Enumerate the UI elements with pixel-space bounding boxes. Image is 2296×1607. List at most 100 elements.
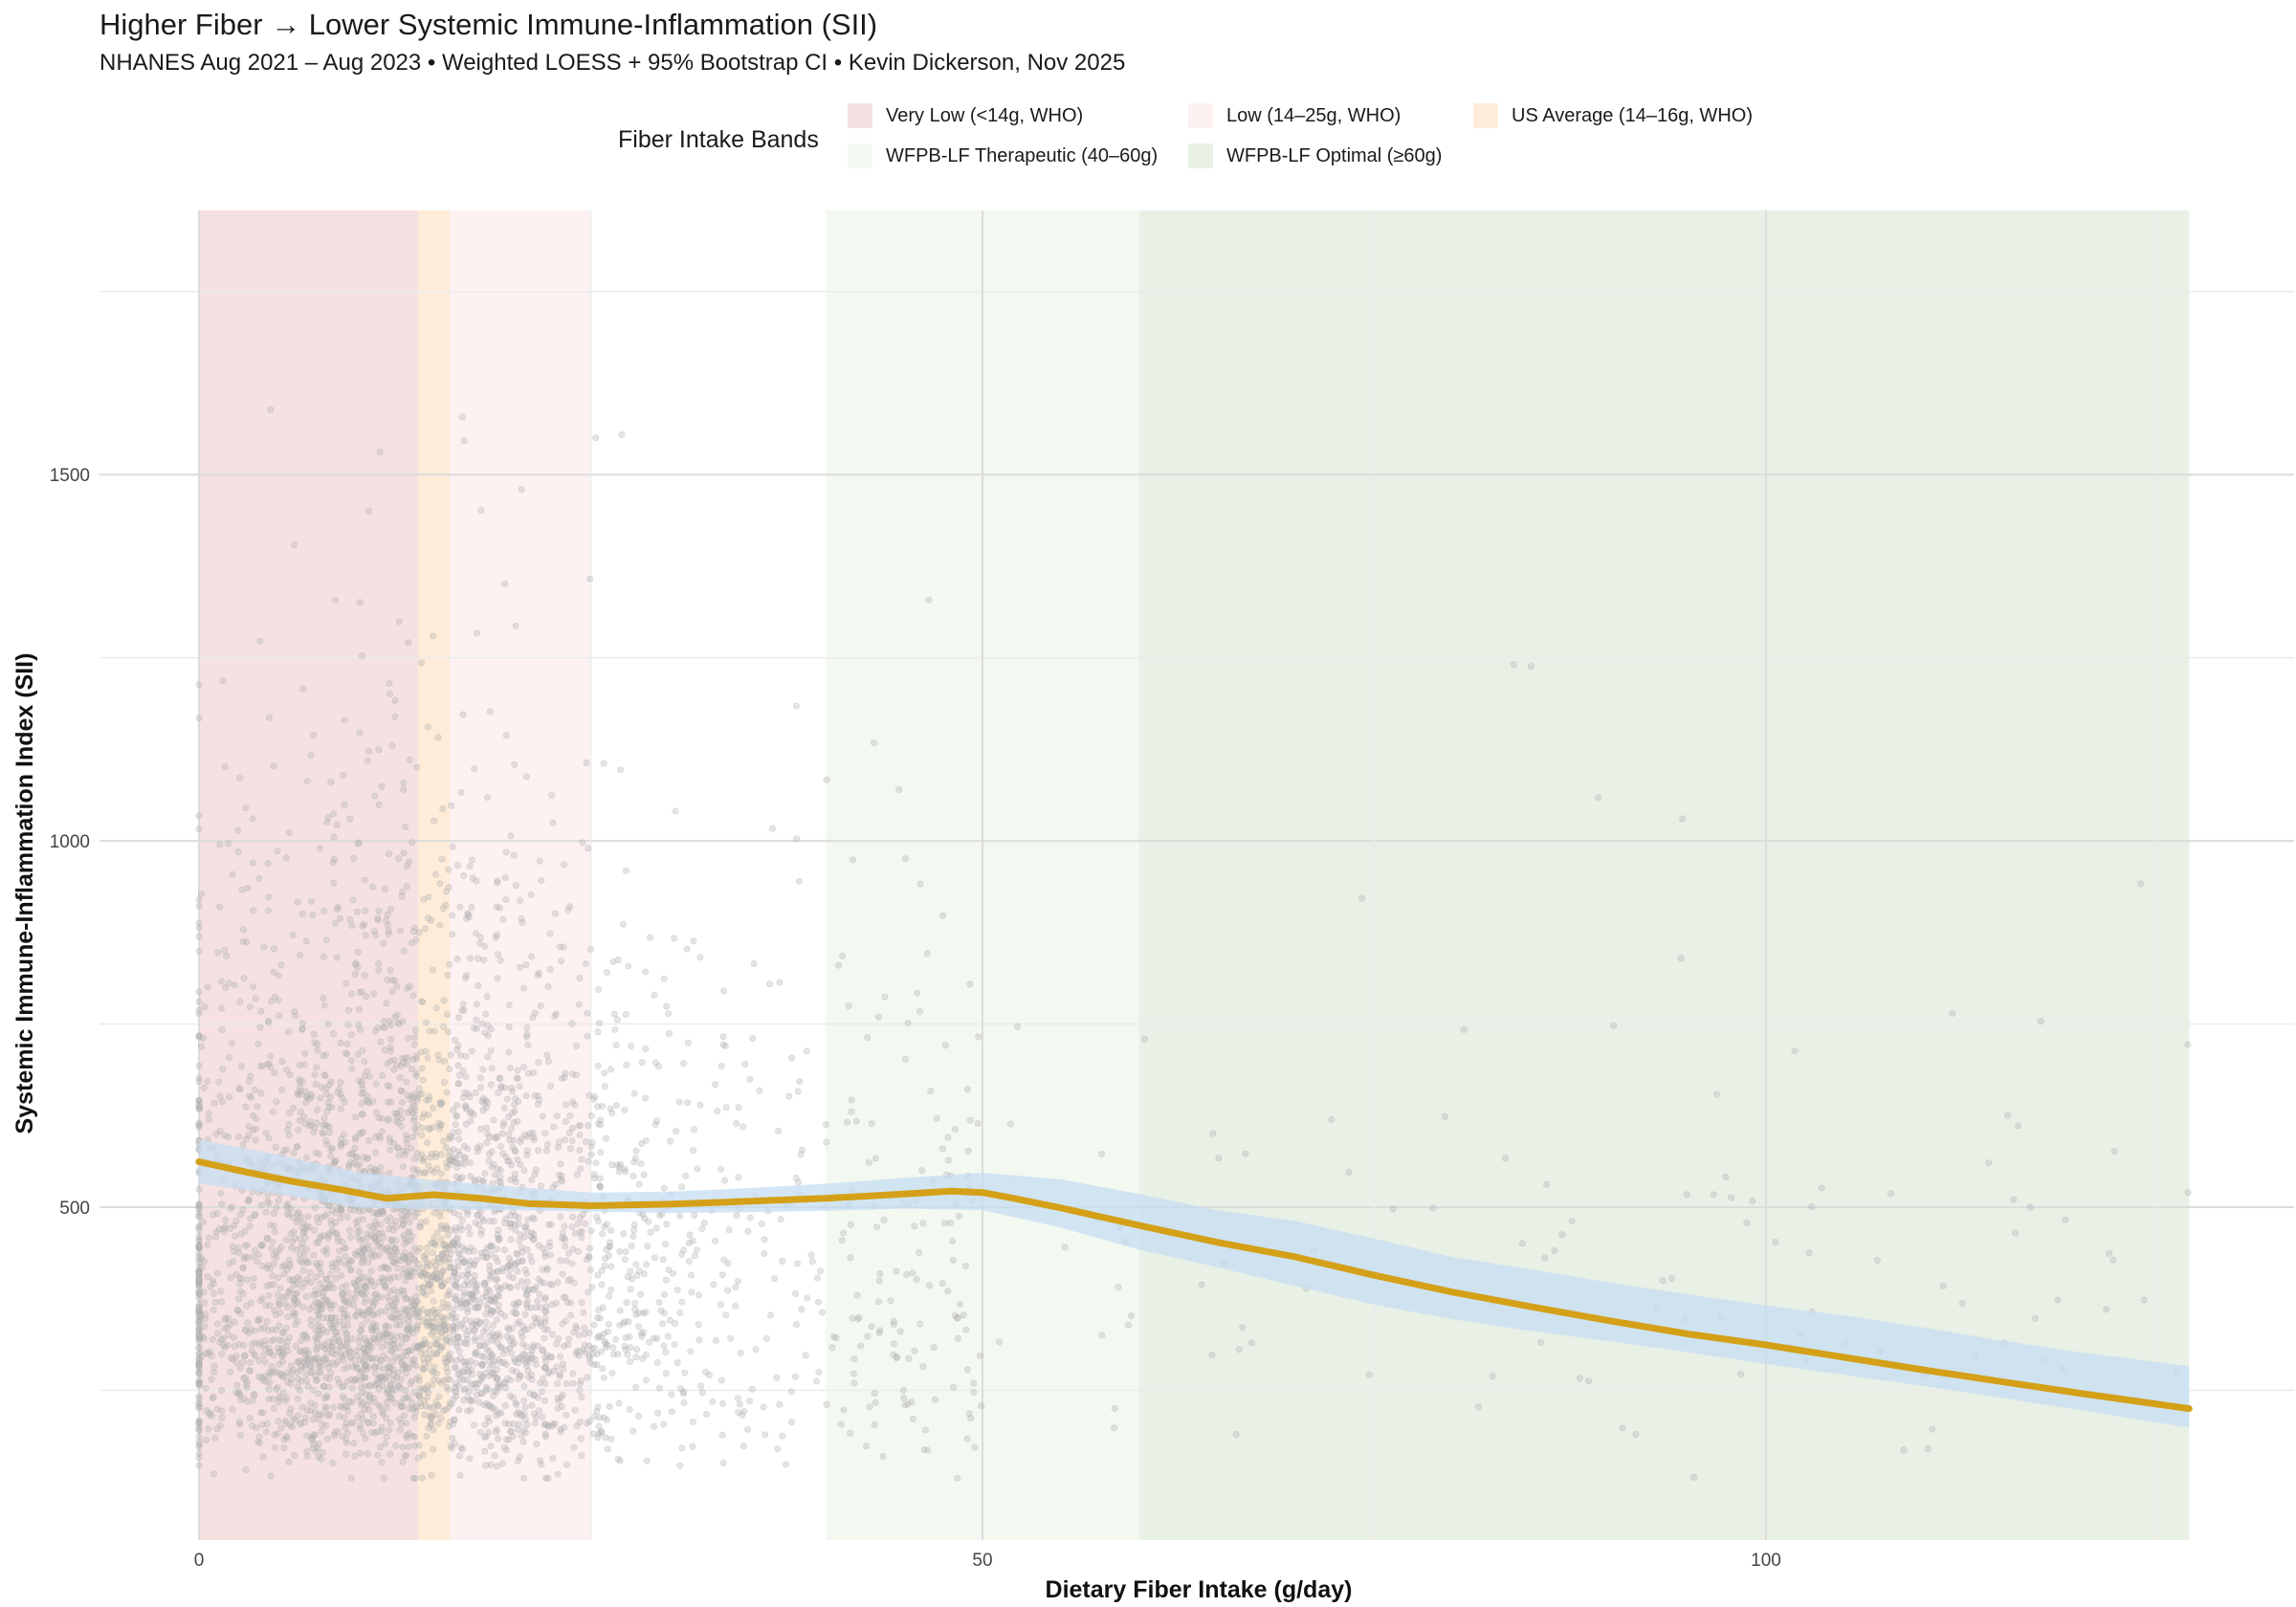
scatter-point bbox=[541, 1314, 549, 1322]
scatter-point bbox=[204, 1077, 211, 1086]
scatter-point bbox=[218, 1098, 226, 1106]
scatter-point bbox=[343, 1213, 352, 1221]
scatter-point bbox=[205, 1410, 213, 1418]
scatter-point bbox=[557, 1176, 564, 1184]
scatter-point bbox=[282, 854, 290, 862]
scatter-point bbox=[531, 1009, 540, 1017]
scatter-point bbox=[389, 1287, 398, 1294]
scatter-point bbox=[363, 1366, 370, 1374]
scatter-point bbox=[394, 1144, 402, 1152]
scatter-point bbox=[501, 873, 509, 882]
scatter-point bbox=[364, 1420, 372, 1427]
scatter-point bbox=[461, 1385, 469, 1393]
scatter-point bbox=[523, 1304, 531, 1311]
scatter-point bbox=[370, 1283, 378, 1290]
scatter-point bbox=[456, 1298, 464, 1307]
scatter-point bbox=[455, 1406, 463, 1414]
scatter-point bbox=[399, 1458, 407, 1465]
scatter-point bbox=[627, 1357, 634, 1365]
scatter-point bbox=[568, 1098, 577, 1106]
scatter-point bbox=[403, 1432, 410, 1440]
scatter-point bbox=[612, 1042, 620, 1049]
scatter-point bbox=[486, 708, 494, 715]
scatter-point bbox=[195, 681, 203, 689]
scatter-point bbox=[195, 1290, 203, 1299]
scatter-point bbox=[384, 1082, 391, 1090]
y-tick-label: 1500 bbox=[50, 466, 90, 486]
legend-item-therapeutic: WFPB-LF Therapeutic (40–60g) bbox=[848, 142, 1158, 170]
scatter-point bbox=[297, 1348, 305, 1355]
scatter-point bbox=[476, 1084, 485, 1091]
scatter-point bbox=[320, 1247, 328, 1255]
scatter-point bbox=[251, 1086, 258, 1093]
scatter-point bbox=[459, 1001, 467, 1008]
scatter-point bbox=[395, 1273, 403, 1281]
scatter-point bbox=[1610, 1022, 1618, 1029]
scatter-point bbox=[547, 1221, 555, 1228]
scatter-point bbox=[354, 948, 362, 957]
scatter-point bbox=[405, 1442, 412, 1451]
scatter-point bbox=[689, 1442, 696, 1450]
scatter-point bbox=[403, 862, 410, 870]
scatter-point bbox=[347, 990, 356, 998]
scatter-point bbox=[258, 1241, 266, 1248]
scatter-point bbox=[523, 1133, 532, 1141]
scatter-point bbox=[587, 1112, 595, 1120]
scatter-point bbox=[405, 1034, 412, 1043]
scatter-point bbox=[459, 1259, 468, 1266]
scatter-point bbox=[314, 1262, 321, 1269]
scatter-point bbox=[475, 939, 484, 947]
scatter-point bbox=[453, 1301, 461, 1309]
scatter-point bbox=[1683, 1191, 1691, 1199]
scatter-point bbox=[369, 1355, 377, 1363]
scatter-point bbox=[395, 1310, 403, 1317]
scatter-point bbox=[793, 1260, 802, 1267]
scatter-point bbox=[672, 807, 679, 815]
scatter-point bbox=[553, 1112, 561, 1120]
scatter-point bbox=[724, 1287, 732, 1294]
scatter-point bbox=[327, 1301, 335, 1310]
scatter-point bbox=[273, 1248, 280, 1256]
scatter-point bbox=[293, 1219, 300, 1226]
scatter-point bbox=[297, 1366, 304, 1375]
scatter-point bbox=[409, 1306, 417, 1313]
scatter-point bbox=[502, 1436, 511, 1443]
scatter-point bbox=[588, 1284, 596, 1291]
scatter-point bbox=[446, 1290, 453, 1299]
scatter-point bbox=[551, 910, 560, 917]
scatter-point bbox=[428, 916, 435, 924]
scatter-point bbox=[490, 1392, 497, 1399]
scatter-point bbox=[378, 782, 386, 791]
scatter-point bbox=[604, 1341, 611, 1349]
scatter-point bbox=[452, 1227, 460, 1235]
scatter-point bbox=[571, 1406, 579, 1414]
scatter-point bbox=[385, 930, 392, 937]
scatter-point bbox=[301, 1354, 309, 1361]
scatter-point bbox=[448, 1157, 456, 1165]
scatter-point bbox=[606, 1244, 613, 1251]
scatter-point bbox=[585, 1329, 593, 1337]
scatter-point bbox=[564, 1249, 573, 1257]
scatter-point bbox=[310, 1030, 318, 1038]
scatter-point bbox=[516, 1420, 523, 1428]
scatter-point bbox=[210, 1306, 217, 1313]
scatter-point bbox=[348, 1384, 356, 1392]
scatter-point bbox=[683, 945, 691, 953]
scatter-point bbox=[342, 1138, 349, 1146]
scatter-point bbox=[303, 1335, 311, 1343]
scatter-point bbox=[743, 1425, 752, 1433]
scatter-point bbox=[436, 880, 444, 888]
scatter-point bbox=[432, 1370, 441, 1377]
scatter-point bbox=[539, 1112, 546, 1120]
scatter-point bbox=[314, 1041, 321, 1048]
scatter-point bbox=[410, 1268, 418, 1276]
scatter-point bbox=[746, 1075, 754, 1083]
scatter-point bbox=[356, 1397, 364, 1404]
scatter-point bbox=[560, 1365, 567, 1373]
scatter-point bbox=[239, 1141, 247, 1149]
scatter-point bbox=[563, 1298, 571, 1307]
scatter-point bbox=[218, 1025, 226, 1034]
scatter-point bbox=[734, 1277, 742, 1285]
scatter-point bbox=[519, 984, 528, 992]
scatter-point bbox=[517, 1138, 524, 1146]
